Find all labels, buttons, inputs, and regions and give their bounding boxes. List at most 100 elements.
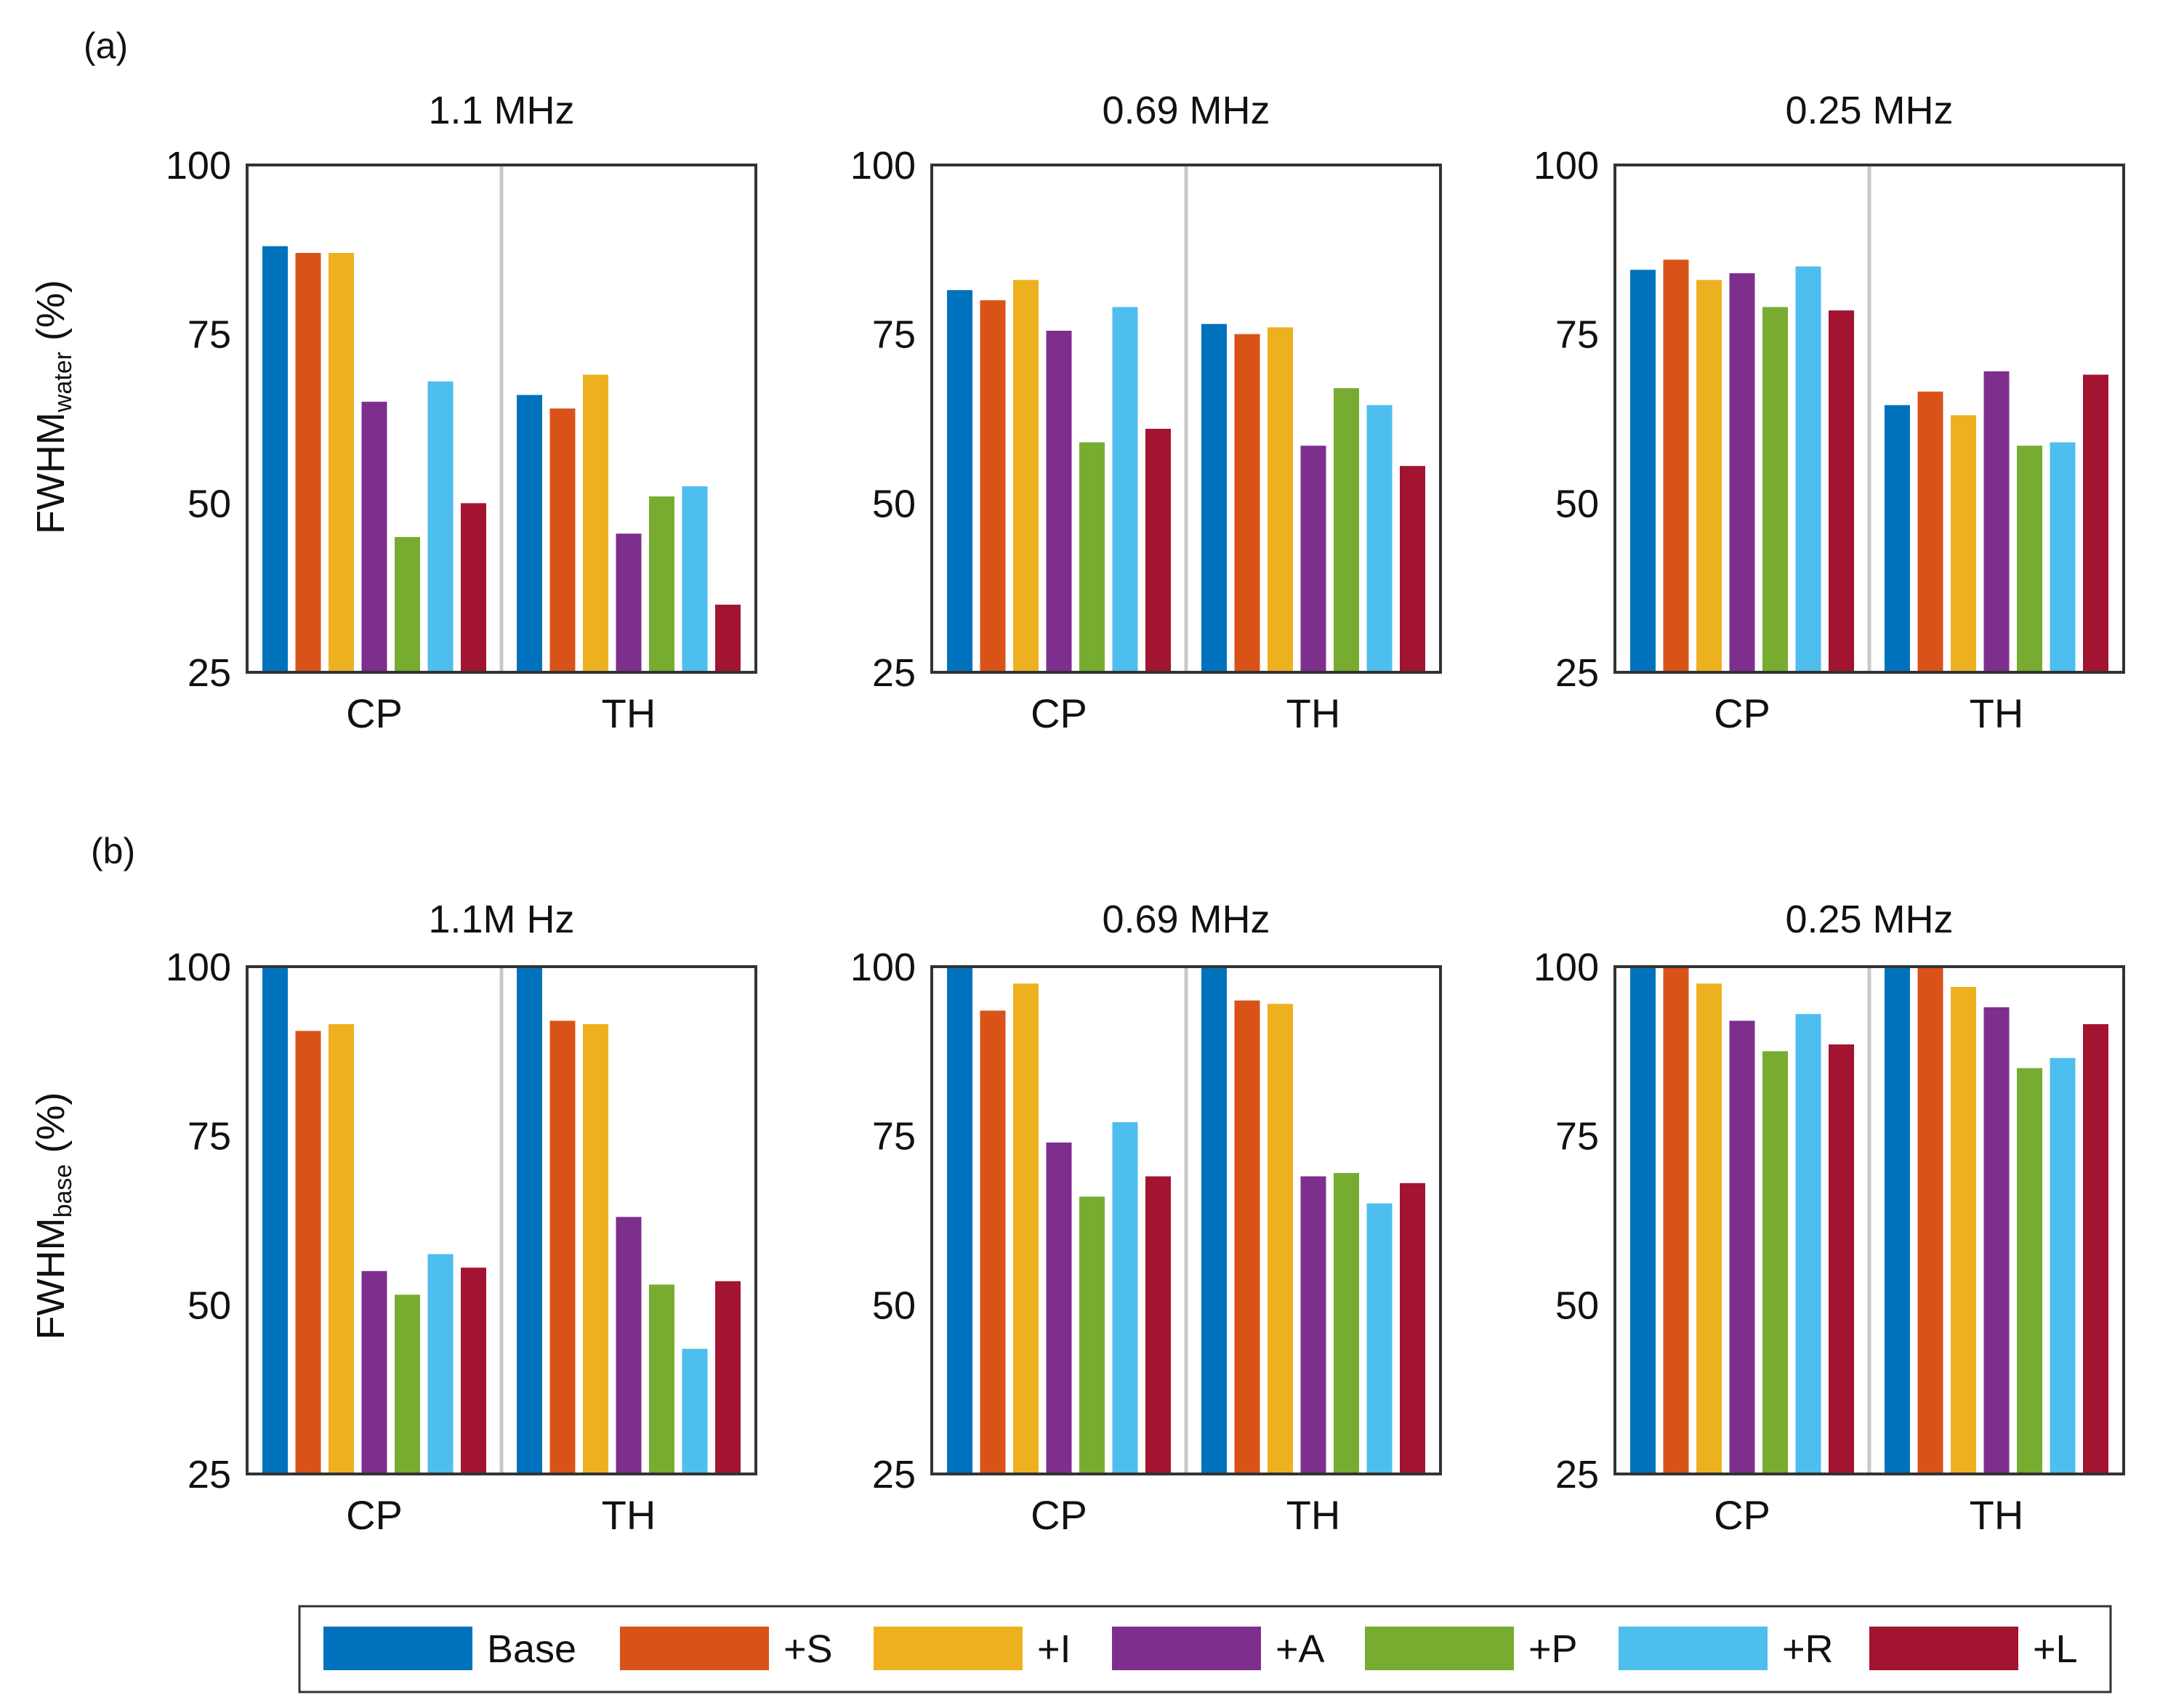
axes-frame	[930, 965, 1442, 1475]
bar	[1366, 405, 1393, 672]
x-category-label: CP	[346, 690, 403, 736]
bar	[583, 1024, 608, 1474]
bar	[1234, 1000, 1260, 1474]
y-tick-label: 25	[188, 1453, 231, 1496]
x-category-label: CP	[1031, 690, 1087, 736]
axes-frame	[1613, 965, 2125, 1475]
y-tick-label: 75	[872, 313, 916, 357]
bar	[361, 1270, 387, 1474]
bar	[649, 496, 674, 672]
bar	[1951, 986, 1976, 1474]
y-tick-label: 25	[1555, 651, 1599, 695]
y-tick-label: 50	[188, 482, 231, 525]
y-tick-label: 50	[188, 1284, 231, 1327]
y-axis-label-b-sub: base	[49, 1164, 77, 1218]
y-tick-label: 50	[872, 482, 916, 525]
axes-frame	[246, 965, 757, 1475]
x-category-label: TH	[1286, 690, 1341, 736]
bar	[461, 1268, 486, 1474]
legend-label: Base	[487, 1627, 576, 1671]
bar	[1145, 428, 1171, 672]
chart-panel: 1.1 MHz 25 50 75 100 CP TH	[166, 89, 757, 736]
y-tick-label: 50	[1555, 482, 1599, 525]
bar	[2017, 446, 2042, 672]
y-tick-label: 100	[1534, 144, 1599, 188]
legend-label: +I	[1037, 1627, 1071, 1671]
y-tick-label: 75	[188, 1115, 231, 1159]
bar	[649, 1284, 674, 1474]
bar	[1663, 967, 1689, 1474]
bar	[1112, 1122, 1138, 1474]
y-tick-label: 100	[166, 144, 231, 188]
y-tick-label: 25	[188, 651, 231, 695]
y-tick-label: 25	[872, 651, 916, 695]
y-tick-label: 50	[872, 1284, 916, 1327]
y-tick-label: 75	[188, 313, 231, 357]
chart-title: 0.25 MHz	[1785, 89, 1953, 132]
bar	[1917, 391, 1943, 672]
bar	[1300, 446, 1326, 672]
legend-label: +L	[2033, 1627, 2078, 1671]
x-category-label: CP	[1714, 690, 1770, 736]
y-tick-label: 100	[850, 946, 916, 989]
bar	[715, 1281, 741, 1474]
bar	[517, 395, 542, 672]
bar	[1268, 1004, 1293, 1474]
x-category-label: TH	[602, 690, 656, 736]
bar	[262, 246, 288, 672]
legend-swatch	[874, 1627, 1023, 1670]
bar	[1630, 270, 1656, 673]
y-tick-label: 100	[1534, 946, 1599, 989]
y-axis-label-a-sub: water	[49, 352, 77, 413]
y-tick-label: 50	[1555, 1284, 1599, 1327]
y-tick-label: 75	[1555, 313, 1599, 357]
bar	[1951, 415, 1976, 672]
chart-panels: 1.1 MHz 25 50 75 100 CP TH 0.69 MHz 25 50 75 100 CP T…	[166, 89, 2125, 1538]
bar	[980, 1010, 1006, 1474]
y-tick-label: 25	[872, 1453, 916, 1496]
bar	[1400, 466, 1425, 672]
bar	[1795, 1014, 1821, 1474]
bar	[1729, 273, 1755, 672]
bar	[329, 252, 354, 672]
y-axis-label-b: FWHMbase (%)	[29, 1092, 77, 1340]
bar	[1201, 323, 1227, 672]
bar	[1145, 1176, 1171, 1474]
legend-swatch	[1365, 1627, 1514, 1670]
bar	[295, 1031, 321, 1474]
panel-label-b: (b)	[91, 831, 135, 871]
legend-swatch	[1869, 1627, 2018, 1670]
y-tick-label: 25	[1555, 1453, 1599, 1496]
chart-title: 0.69 MHz	[1102, 898, 1270, 941]
chart-panel: 0.69 MHz 25 50 75 100 CP TH	[850, 898, 1442, 1538]
chart-panel: 0.25 MHz 25 50 75 100 CP TH	[1534, 89, 2125, 736]
bar	[980, 300, 1006, 672]
bar	[1112, 307, 1138, 672]
bar	[549, 408, 576, 672]
y-tick-label: 75	[872, 1115, 916, 1159]
bar	[2050, 442, 2076, 672]
bar	[2083, 1024, 2108, 1474]
bar	[1917, 967, 1943, 1474]
bar	[583, 374, 608, 672]
bar	[1885, 405, 1910, 672]
y-axis-label-a: FWHMwater (%)	[29, 280, 77, 534]
bar	[1400, 1183, 1425, 1474]
legend: Base +S +I +A +P +R +L	[298, 1605, 2112, 1693]
bar	[682, 1348, 708, 1474]
bar	[1013, 280, 1039, 672]
bar	[1829, 310, 1854, 672]
bar	[682, 486, 708, 672]
bar	[1630, 967, 1656, 1474]
legend-label: +S	[783, 1627, 833, 1671]
y-tick-label: 100	[166, 946, 231, 989]
bar	[1885, 967, 1910, 1474]
bar	[361, 401, 387, 672]
bar	[1663, 259, 1689, 672]
legend-swatch	[1619, 1627, 1768, 1670]
bar	[1366, 1203, 1393, 1474]
y-tick-label: 100	[850, 144, 916, 188]
bar	[1013, 983, 1039, 1474]
x-category-label: CP	[1031, 1492, 1087, 1538]
